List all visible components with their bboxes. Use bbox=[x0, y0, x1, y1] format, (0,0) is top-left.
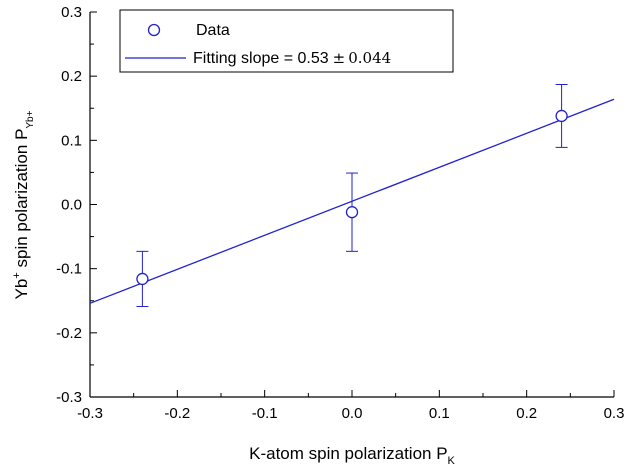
legend: Data Fitting slope = 0.53 ±0.044 bbox=[119, 9, 454, 73]
data-point bbox=[555, 109, 568, 123]
legend-fit-label-pm: ± bbox=[333, 49, 346, 67]
y-tick-label: -0.1 bbox=[56, 261, 82, 278]
x-tick-label: -0.3 bbox=[77, 405, 103, 422]
x-tick-label: 0.0 bbox=[342, 405, 363, 422]
y-axis-title: Yb+ spin polarization PYb+ bbox=[11, 110, 36, 299]
x-tick-label: -0.1 bbox=[252, 405, 278, 422]
x-tick-label: 0.1 bbox=[429, 405, 450, 422]
y-axis-title-sub: Yb+ bbox=[25, 110, 36, 128]
x-tick-label: 0.3 bbox=[604, 405, 625, 422]
x-tick-label: -0.2 bbox=[164, 405, 190, 422]
y-tick-label: -0.2 bbox=[56, 325, 82, 342]
y-axis-title-sup: + bbox=[11, 272, 23, 278]
y-tick-label: 0.3 bbox=[61, 4, 82, 21]
data-point bbox=[136, 272, 149, 286]
legend-box bbox=[119, 9, 454, 73]
x-axis-title-main: K-atom spin polarization P bbox=[249, 444, 447, 463]
y-tick-label: 0.0 bbox=[61, 197, 82, 214]
y-tick-label: 0.2 bbox=[61, 68, 82, 85]
x-tick-label: 0.2 bbox=[516, 405, 537, 422]
data-point bbox=[345, 206, 359, 219]
legend-data-label: Data bbox=[196, 22, 230, 39]
y-axis-title-rest: spin polarization P bbox=[12, 129, 31, 273]
legend-fit-label-main: Fitting slope = 0.53 bbox=[193, 50, 329, 67]
y-tick-label: -0.3 bbox=[56, 389, 82, 406]
x-axis-title: K-atom spin polarization PK bbox=[249, 444, 455, 467]
y-tick-label: 0.1 bbox=[61, 132, 82, 149]
legend-fit-label: Fitting slope = 0.53 ±0.044 bbox=[193, 49, 391, 67]
legend-data-marker-icon bbox=[147, 23, 161, 37]
x-axis-title-sub: K bbox=[448, 455, 456, 467]
y-axis-title-main: Yb bbox=[12, 279, 31, 300]
legend-fit-label-err: 0.044 bbox=[348, 49, 391, 67]
